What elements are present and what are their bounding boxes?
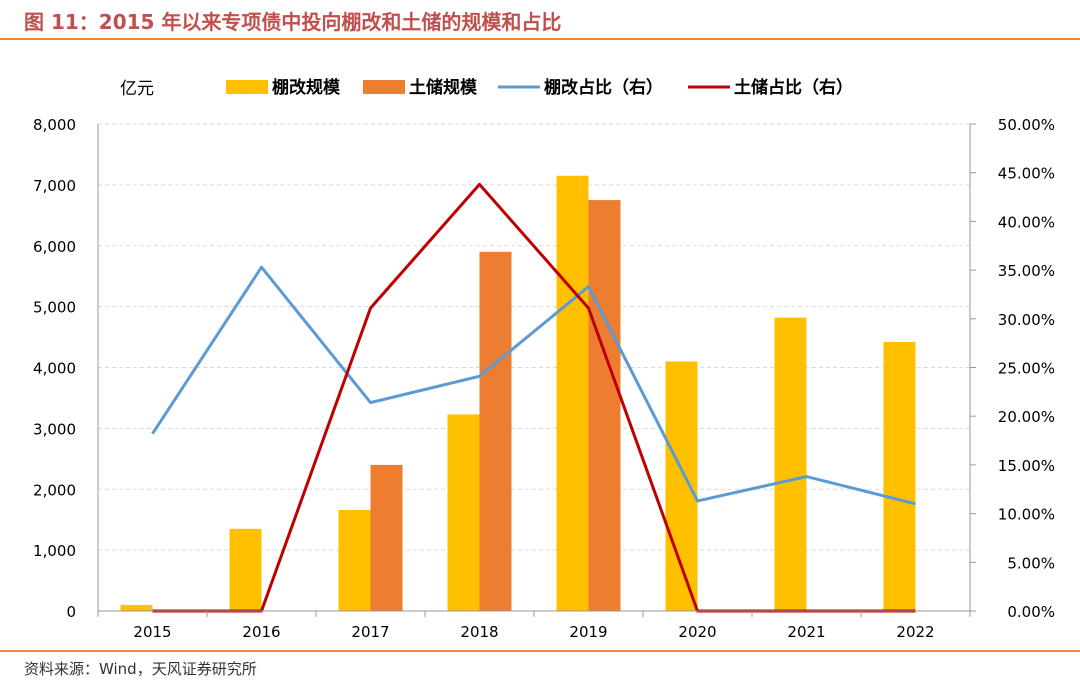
x-tick-label: 2020: [678, 623, 716, 641]
line-series-0: [151, 265, 916, 506]
bar-pg-2022: [883, 341, 916, 611]
bar-layer: [120, 175, 916, 611]
y2-tick-label: 0.00%: [1007, 603, 1055, 621]
legend-swatch: [226, 80, 268, 94]
y2-tick-label: 20.00%: [998, 408, 1055, 426]
y-tick-label: 4,000: [33, 360, 76, 378]
x-tick-label: 2015: [133, 623, 171, 641]
y-tick-label: 2,000: [33, 481, 76, 499]
axis-layer: 0 1,000 2,000 3,000 4,000 5,000 6,000 7,000 8,00…: [33, 79, 1055, 641]
y2-tick-label: 10.00%: [998, 506, 1055, 524]
y2-tick-label: 35.00%: [998, 262, 1055, 280]
bar-pg-2020: [665, 361, 698, 611]
bar-tc-2019: [588, 200, 621, 611]
y-tick-label: 5,000: [33, 299, 76, 317]
bar-pg-2018: [447, 414, 480, 611]
legend-label: 土储占比（右）: [734, 77, 853, 98]
source-note: 资料来源：Wind，天风证券研究所: [24, 660, 257, 678]
legend-label: 棚改规模: [272, 77, 341, 98]
y2-tick-label: 30.00%: [998, 311, 1055, 329]
chart: 0 1,000 2,000 3,000 4,000 5,000 6,000 7,000 8,00…: [33, 77, 1055, 641]
y-tick-label: 8,000: [33, 116, 76, 134]
bar-pg-2021: [774, 317, 807, 611]
x-tick-label: 2022: [896, 623, 934, 641]
y2-tick-label: 5.00%: [1007, 554, 1055, 572]
x-tick-label: 2018: [460, 623, 498, 641]
y2-tick-label: 45.00%: [998, 165, 1055, 183]
legend-swatch: [363, 80, 405, 94]
x-tick-label: 2017: [351, 623, 389, 641]
y-tick-label: 1,000: [33, 542, 76, 560]
legend-label: 土储规模: [409, 77, 478, 98]
y-tick-label: 3,000: [33, 420, 76, 438]
chart-title: 图 11：2015 年以来专项债中投向棚改和土储的规模和占比: [24, 10, 562, 34]
y-axis-unit-label: 亿元: [120, 79, 154, 99]
y2-tick-label: 50.00%: [998, 116, 1055, 134]
y-tick-label: 6,000: [33, 238, 76, 256]
bar-tc-2017: [370, 464, 403, 611]
y2-tick-label: 15.00%: [998, 457, 1055, 475]
legend-layer: 棚改规模 土储规模 棚改占比（右） 土储占比（右）: [226, 77, 853, 98]
legend-label: 棚改占比（右）: [544, 77, 663, 98]
y2-tick-label: 25.00%: [998, 360, 1055, 378]
bar-pg-2015: [120, 604, 153, 611]
bar-pg-2017: [338, 509, 371, 611]
title-divider: [0, 38, 1080, 40]
y-tick-label: 7,000: [33, 177, 76, 195]
x-tick-label: 2019: [569, 623, 607, 641]
source-divider: [0, 650, 1080, 652]
x-tick-label: 2021: [787, 623, 825, 641]
y2-tick-label: 40.00%: [998, 213, 1055, 231]
x-tick-label: 2016: [242, 623, 280, 641]
bar-tc-2018: [479, 251, 512, 611]
bar-pg-2016: [229, 528, 262, 611]
bar-pg-2019: [556, 175, 589, 611]
y-tick-label: 0: [66, 603, 76, 621]
